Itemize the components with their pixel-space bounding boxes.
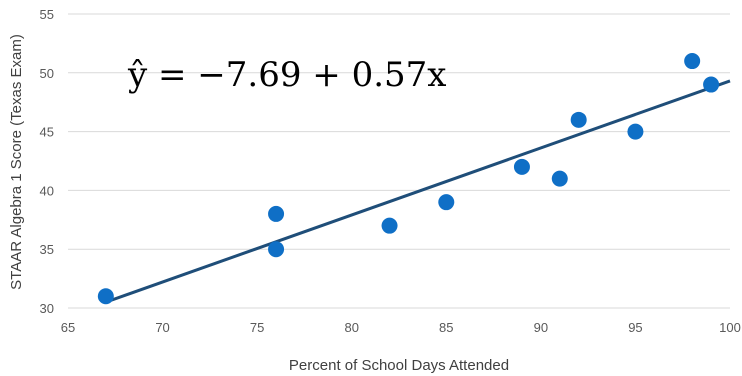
y-tick-label: 35 bbox=[40, 242, 54, 257]
data-point bbox=[551, 170, 568, 187]
data-point bbox=[513, 158, 530, 175]
x-tick-label: 100 bbox=[719, 320, 741, 335]
x-tick-label: 65 bbox=[61, 320, 75, 335]
y-tick-label: 45 bbox=[40, 125, 54, 140]
y-tick-label: 55 bbox=[40, 7, 54, 22]
data-point bbox=[627, 123, 644, 140]
x-tick-label: 90 bbox=[534, 320, 548, 335]
y-axis-ticks: 30 35 40 45 50 55 bbox=[40, 7, 54, 316]
x-tick-label: 85 bbox=[439, 320, 453, 335]
data-point bbox=[438, 194, 455, 211]
data-point bbox=[97, 288, 114, 305]
gridlines bbox=[68, 13, 730, 309]
x-tick-label: 80 bbox=[344, 320, 358, 335]
y-tick-label: 40 bbox=[40, 183, 54, 198]
trendline bbox=[105, 79, 731, 304]
x-tick-label: 95 bbox=[628, 320, 642, 335]
x-tick-label: 75 bbox=[250, 320, 264, 335]
x-axis-title: Percent of School Days Attended bbox=[289, 357, 509, 374]
data-point bbox=[268, 205, 285, 222]
y-tick-label: 30 bbox=[40, 301, 54, 316]
x-axis-ticks: 65 70 75 80 85 90 95 100 bbox=[61, 320, 741, 335]
regression-equation: ŷ = −7.69 + 0.57x bbox=[127, 55, 446, 95]
data-point bbox=[570, 111, 587, 128]
data-point bbox=[684, 53, 701, 70]
x-tick-label: 70 bbox=[155, 320, 169, 335]
y-tick-label: 50 bbox=[40, 66, 54, 81]
y-axis-title: STAAR Algebra 1 Score (Texas Exam) bbox=[8, 34, 25, 290]
data-point bbox=[703, 76, 720, 93]
data-points bbox=[97, 53, 720, 305]
data-point bbox=[268, 241, 285, 258]
data-point bbox=[381, 217, 398, 234]
